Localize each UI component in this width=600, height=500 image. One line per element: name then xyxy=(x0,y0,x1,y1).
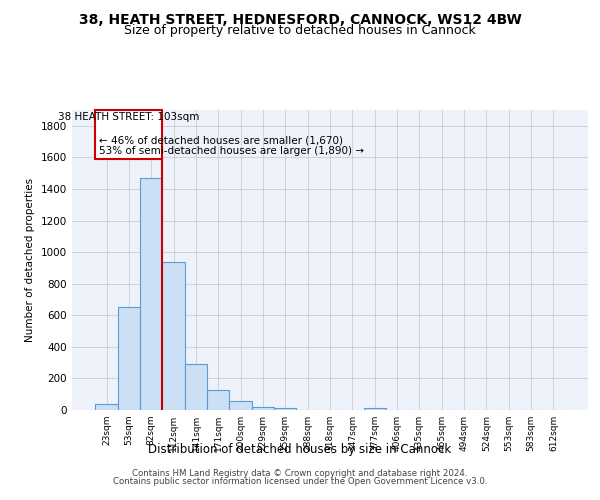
Bar xyxy=(163,262,185,410)
Bar xyxy=(185,364,207,410)
Bar xyxy=(252,406,274,410)
Text: Size of property relative to detached houses in Cannock: Size of property relative to detached ho… xyxy=(124,24,476,37)
FancyBboxPatch shape xyxy=(95,110,163,159)
Bar xyxy=(364,408,386,410)
Bar xyxy=(207,390,229,410)
Text: 38, HEATH STREET, HEDNESFORD, CANNOCK, WS12 4BW: 38, HEATH STREET, HEDNESFORD, CANNOCK, W… xyxy=(79,12,521,26)
Bar xyxy=(229,400,252,410)
Text: Contains HM Land Registry data © Crown copyright and database right 2024.: Contains HM Land Registry data © Crown c… xyxy=(132,468,468,477)
Bar xyxy=(118,308,140,410)
Bar xyxy=(274,408,296,410)
Text: 38 HEATH STREET: 103sqm: 38 HEATH STREET: 103sqm xyxy=(58,112,200,122)
Bar xyxy=(140,178,163,410)
Text: Distribution of detached houses by size in Cannock: Distribution of detached houses by size … xyxy=(148,444,452,456)
Bar xyxy=(95,404,118,410)
Text: ← 46% of detached houses are smaller (1,670): ← 46% of detached houses are smaller (1,… xyxy=(99,136,343,145)
Text: Contains public sector information licensed under the Open Government Licence v3: Contains public sector information licen… xyxy=(113,477,487,486)
Y-axis label: Number of detached properties: Number of detached properties xyxy=(25,178,35,342)
Text: 53% of semi-detached houses are larger (1,890) →: 53% of semi-detached houses are larger (… xyxy=(99,146,364,156)
